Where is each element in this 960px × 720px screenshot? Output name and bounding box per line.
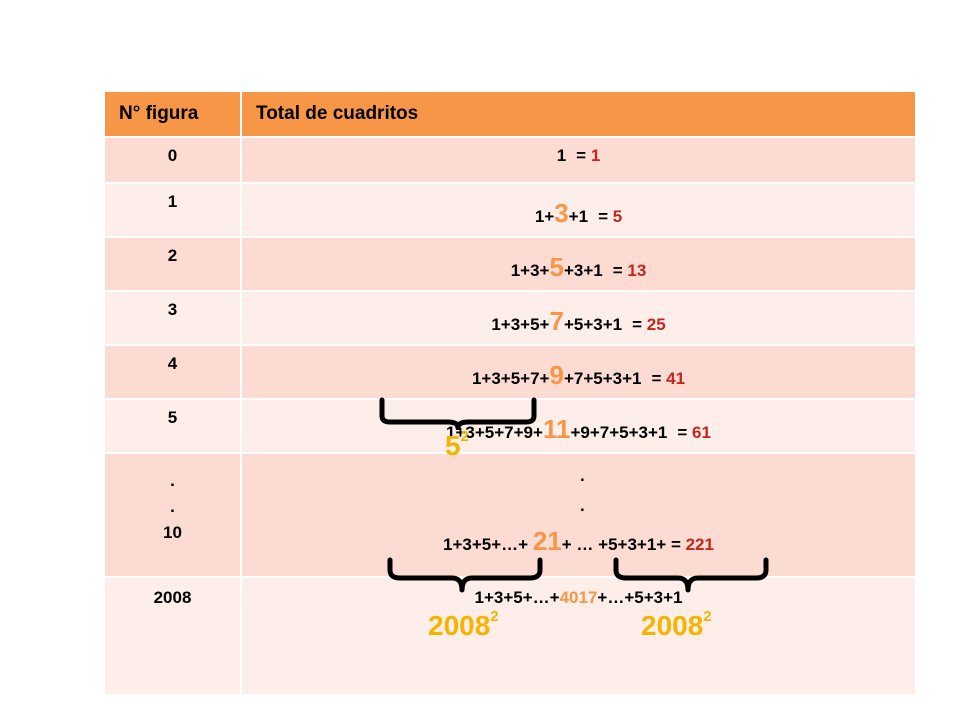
- bottom-brace-icon: [387, 557, 543, 593]
- sum-expression: 1+3+5+3+1 = 13: [240, 237, 915, 291]
- result-value: 5: [612, 207, 623, 226]
- ellipsis-dot: .: [580, 496, 585, 515]
- header-total: Total de cuadritos: [240, 91, 915, 137]
- result-value: 13: [627, 261, 647, 280]
- squares-table: N° figura Total de cuadritos 0 1 = 1 1 1+…: [105, 90, 915, 694]
- middle-term: 3: [554, 198, 569, 228]
- figure-number: 5: [105, 399, 241, 453]
- figure-number: 1: [105, 183, 241, 237]
- figure-number: 4: [105, 345, 241, 399]
- middle-term: 9: [549, 360, 564, 390]
- sum-expression: 1+3+5+7+5+3+1 = 25: [240, 291, 915, 345]
- table-row: 2008 1+3+5+…+4017+…+5+3+1: [105, 577, 915, 694]
- result-value: 221: [685, 535, 714, 554]
- middle-term: 4017: [559, 588, 598, 607]
- sum-expression: . . 1+3+5+…+ 21+ … +5+3+1+ = 221: [240, 453, 915, 577]
- sum-expression: 1+3+5+…+4017+…+5+3+1: [240, 577, 915, 694]
- middle-term: 21: [532, 526, 562, 556]
- middle-term: 11: [542, 414, 571, 444]
- figure-number: 2: [105, 237, 241, 291]
- figure-number: 3: [105, 291, 241, 345]
- middle-term: 7: [549, 306, 564, 336]
- square-2008-right-label: 20082: [641, 608, 712, 641]
- result-value: 25: [646, 315, 666, 334]
- figure-number: 0: [105, 137, 241, 183]
- result-value: 1: [590, 146, 601, 165]
- result-value: 61: [692, 423, 711, 442]
- table-row: 1 1+3+1 = 5: [105, 183, 915, 237]
- figure-number: .. 10: [105, 453, 241, 577]
- sum-expression: 1+3+5+7+9+11+9+7+5+3+1 = 61: [240, 399, 915, 453]
- sum-expression: 1+3+1 = 5: [240, 183, 915, 237]
- table-row: 5 1+3+5+7+9+11+9+7+5+3+1 = 61: [105, 399, 915, 453]
- ellipsis-dot: .: [580, 466, 585, 485]
- general-term-line: 1+3+5+…+ 21+ … +5+3+1+ = 221: [443, 526, 714, 556]
- sum-expression: 1 = 1: [240, 137, 915, 183]
- sum-expression: 1+3+5+7+9+7+5+3+1 = 41: [240, 345, 915, 399]
- bottom-brace-icon: [613, 557, 769, 593]
- table-row: 4 1+3+5+7+9+7+5+3+1 = 41: [105, 345, 915, 399]
- header-figura: N° figura: [105, 91, 241, 137]
- bottom-brace-icon: [379, 397, 537, 430]
- result-value: 41: [666, 369, 686, 388]
- middle-term: 5: [549, 252, 564, 282]
- square-2008-left-label: 20082: [428, 608, 499, 641]
- table-row: .. 10 . . 1+3+5+…+ 21+ … +5+3+1+ = 221: [105, 453, 915, 577]
- five-squared-label: 52: [445, 428, 469, 461]
- table-row: 3 1+3+5+7+5+3+1 = 25: [105, 291, 915, 345]
- header-row: N° figura Total de cuadritos: [105, 91, 915, 137]
- figure-number: 2008: [105, 577, 241, 694]
- table-row: 0 1 = 1: [105, 137, 915, 183]
- table-row: 2 1+3+5+3+1 = 13: [105, 237, 915, 291]
